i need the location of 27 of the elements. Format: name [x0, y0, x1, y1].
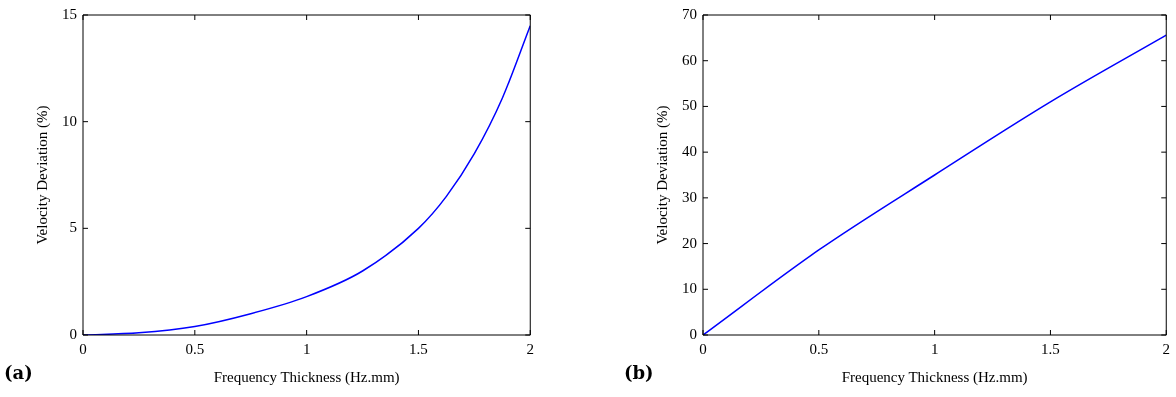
y-tick-label: 10	[682, 280, 697, 297]
y-tick-label: 20	[682, 234, 697, 251]
x-axis-title: Frequency Thickness (Hz.mm)	[213, 368, 400, 386]
x-tick-label: 0.5	[185, 340, 205, 357]
x-tick-label: 2	[1162, 340, 1170, 357]
line-series	[703, 34, 1167, 335]
x-tick-label: 1	[302, 340, 311, 357]
x-tick-label: 1.5	[409, 340, 428, 357]
y-tick-label: 30	[682, 188, 697, 205]
x-tick-label: 0.5	[809, 340, 829, 357]
x-axis-title: Frequency Thickness (Hz.mm)	[841, 368, 1028, 386]
y-tick-label: 5	[69, 219, 77, 236]
text: (b)	[624, 362, 654, 383]
x-tick-label: 2	[526, 340, 534, 357]
y-tick-label: 40	[682, 143, 697, 160]
text: (a)	[4, 362, 33, 383]
y-tick-label: 0	[689, 325, 697, 342]
y-tick-label: 15	[62, 5, 77, 22]
y-tick-label: 60	[682, 51, 697, 68]
y-axis-title: Velocity Deviation (%)	[33, 105, 51, 245]
x-tick-label: 1	[930, 340, 939, 357]
y-axis-title: Velocity Deviation (%)	[653, 105, 671, 245]
y-tick-label: 50	[682, 97, 697, 114]
x-tick-label: 1.5	[1041, 340, 1060, 357]
y-tick-label: 70	[682, 5, 697, 22]
y-tick-label: 0	[69, 325, 77, 342]
y-tick-label: 10	[62, 112, 77, 129]
